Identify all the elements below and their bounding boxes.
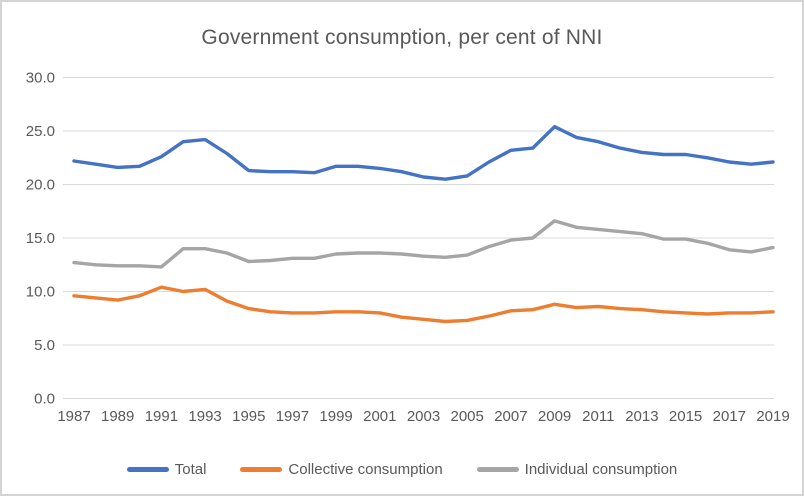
x-axis-tick-label: 2019 [756,408,789,425]
x-axis-tick-label: 2001 [363,408,396,425]
x-axis-tick-label: 2013 [625,408,658,425]
legend-label: Collective consumption [288,461,443,478]
y-axis-tick-label: 30.0 [26,70,55,87]
y-axis-tick-label: 10.0 [26,284,55,301]
series-line-collective-consumption [72,285,775,324]
x-axis-tick-label: 2011 [582,408,614,425]
legend-label: Individual consumption [524,461,678,478]
series-line-total [72,124,775,181]
chart-legend: Total Collective consumption Individual co… [2,461,802,478]
x-axis-tick-label: 2007 [494,408,527,425]
series-line-individual-consumption [72,219,775,269]
x-axis-tick-label: 2005 [451,408,484,425]
y-axis-tick-label: 25.0 [26,123,55,140]
legend-line-marker-icon [476,467,519,472]
x-axis-tick-label: 2003 [407,408,440,425]
x-axis-tick-label: 1999 [319,408,352,425]
x-axis-tick-label: 1997 [276,408,309,425]
chart-title: Government consumption, per cent of NNI [201,26,603,49]
y-axis-tick-label: 0.0 [34,391,55,408]
x-axis-tick-label: 2015 [669,408,702,425]
y-axis-tick-label: 15.0 [26,230,55,247]
x-axis-tick-label: 1989 [101,408,134,425]
x-axis-tick-label: 1995 [232,408,265,425]
legend-item-total: Total [126,461,207,478]
x-axis-tick-label: 2009 [538,408,571,425]
legend-line-marker-icon [240,467,283,472]
y-axis-tick-label: 5.0 [34,337,55,354]
y-axis-tick-label: 20.0 [26,177,55,194]
x-axis-tick-label: 2017 [713,408,746,425]
legend-line-marker-icon [126,467,169,472]
legend-label: Total [174,461,207,478]
x-axis-tick-label: 1993 [188,408,221,425]
legend-item-collective-consumption: Collective consumption [240,461,443,478]
x-axis-tick-label: 1991 [145,408,178,425]
legend-item-individual-consumption: Individual consumption [476,461,678,478]
x-axis-tick-label: 1987 [57,408,90,425]
